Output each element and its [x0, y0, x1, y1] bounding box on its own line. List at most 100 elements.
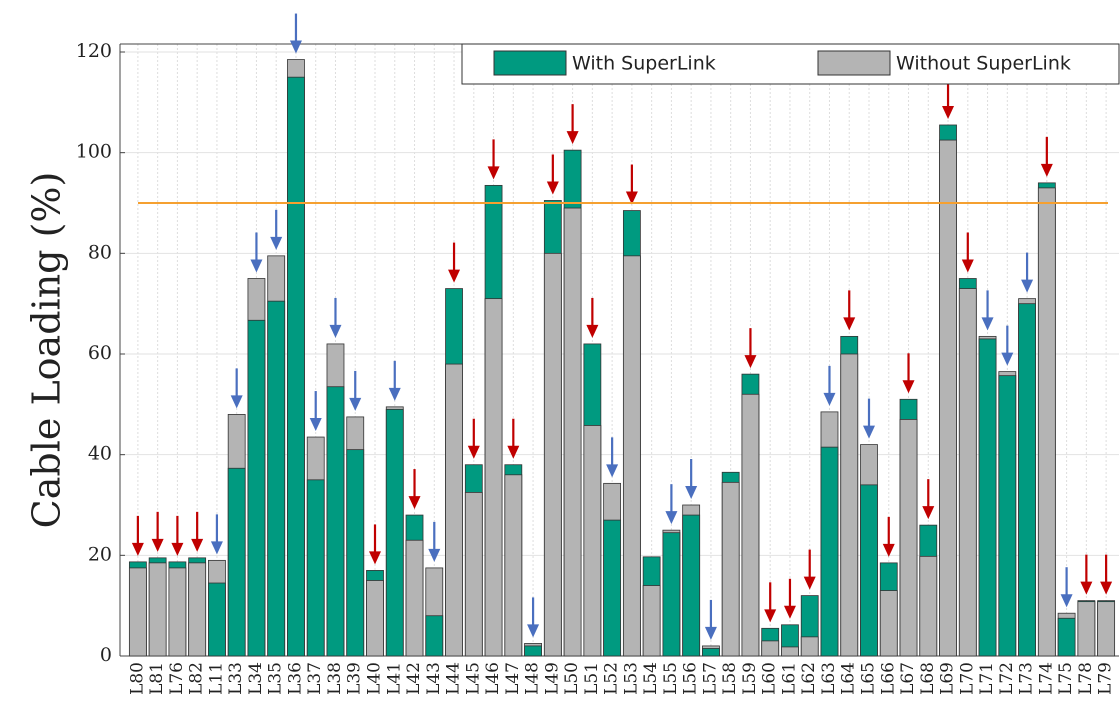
bar — [879, 590, 898, 657]
bar — [919, 555, 938, 657]
arrow — [942, 78, 955, 119]
arrow-head — [151, 538, 164, 552]
x-tick-label: L45 — [463, 662, 483, 695]
x-tick-label: L42 — [404, 662, 424, 695]
arrow — [349, 370, 362, 411]
x-tick-label: L39 — [345, 662, 365, 695]
bar — [504, 474, 523, 657]
x-tick-label: L11 — [206, 662, 226, 695]
arrow — [566, 104, 579, 145]
bar — [267, 300, 286, 657]
x-tick-label: L78 — [1076, 662, 1096, 695]
x-tick-label: L36 — [285, 662, 305, 695]
legend-label: Without SuperLink — [896, 53, 1071, 75]
bar — [1018, 303, 1036, 657]
arrow-head — [329, 324, 342, 338]
arrow — [250, 232, 263, 273]
arrow — [270, 209, 283, 250]
arrow — [131, 515, 144, 556]
arrow — [546, 154, 559, 195]
arrow — [230, 368, 243, 409]
x-tick-label: L62 — [799, 662, 819, 695]
legend-label: With SuperLink — [572, 53, 716, 75]
arrow-head — [942, 105, 955, 119]
arrow-head — [586, 324, 599, 338]
bar — [899, 419, 918, 657]
bar — [405, 539, 424, 657]
bar — [128, 567, 147, 657]
arrow-head — [1060, 594, 1073, 608]
arrow-head — [349, 397, 362, 411]
bar — [385, 408, 404, 657]
arrow — [289, 13, 302, 54]
arrow-head — [210, 541, 223, 555]
arrow — [606, 437, 619, 478]
x-tick-label: L51 — [582, 662, 602, 695]
x-tick-label: L54 — [641, 662, 661, 695]
arrow — [467, 418, 480, 459]
x-tick-label: L34 — [246, 662, 266, 695]
arrow-head — [961, 259, 974, 273]
arrow-head — [408, 496, 421, 510]
arrow — [704, 599, 717, 640]
arrow — [151, 511, 164, 552]
bar — [1057, 617, 1076, 657]
x-tick-label: L47 — [503, 662, 523, 695]
arrow — [1100, 554, 1113, 595]
arrow-head — [981, 317, 994, 331]
x-tick-label: L38 — [325, 662, 345, 695]
arrow-head — [803, 576, 816, 590]
arrow-head — [467, 445, 480, 459]
arrow-head — [230, 395, 243, 409]
arrow-head — [744, 355, 757, 369]
bar — [721, 481, 740, 657]
bar — [662, 532, 681, 657]
x-tick-label: L70 — [957, 662, 977, 695]
x-tick-label: L46 — [483, 662, 503, 695]
y-tick-label: 0 — [100, 644, 112, 666]
arrow — [527, 597, 540, 638]
arrow — [408, 469, 421, 510]
x-tick-label: L61 — [779, 662, 799, 695]
arrow — [981, 290, 994, 331]
x-tick-label: L35 — [266, 662, 286, 695]
bar — [702, 648, 720, 657]
x-tick-label: L81 — [147, 662, 167, 695]
y-tick-label: 80 — [88, 241, 112, 263]
arrow-head — [625, 191, 638, 205]
arrow-head — [685, 486, 698, 499]
bar — [998, 375, 1017, 657]
x-tick-label: L69 — [938, 662, 958, 695]
x-tick-label: L40 — [365, 662, 385, 695]
bar — [148, 562, 167, 657]
arrow-head — [566, 131, 579, 145]
bar — [287, 76, 305, 657]
x-tick-label: L53 — [621, 662, 641, 695]
arrow-head — [171, 542, 184, 556]
x-tick-label: L50 — [562, 662, 582, 695]
arrow — [961, 232, 974, 273]
bar — [1097, 601, 1116, 657]
x-tick-label: L55 — [661, 662, 681, 695]
bar — [761, 640, 780, 657]
bar — [978, 338, 997, 657]
x-tick-label: L48 — [523, 662, 543, 695]
arrow — [309, 391, 322, 432]
bar — [682, 514, 701, 657]
arrow — [783, 578, 796, 619]
arrow-head — [527, 624, 540, 638]
bar — [346, 449, 365, 657]
bar — [366, 580, 384, 657]
arrow — [744, 328, 757, 369]
arrow — [902, 353, 915, 394]
arrow — [823, 365, 836, 406]
x-tick-label: L57 — [700, 662, 720, 695]
bar — [484, 298, 503, 657]
arrow — [922, 479, 935, 520]
arrow-head — [882, 543, 895, 557]
arrow — [487, 139, 500, 180]
arrow-head — [507, 445, 520, 459]
legend-box — [461, 43, 1120, 85]
arrow-head — [1021, 279, 1034, 293]
